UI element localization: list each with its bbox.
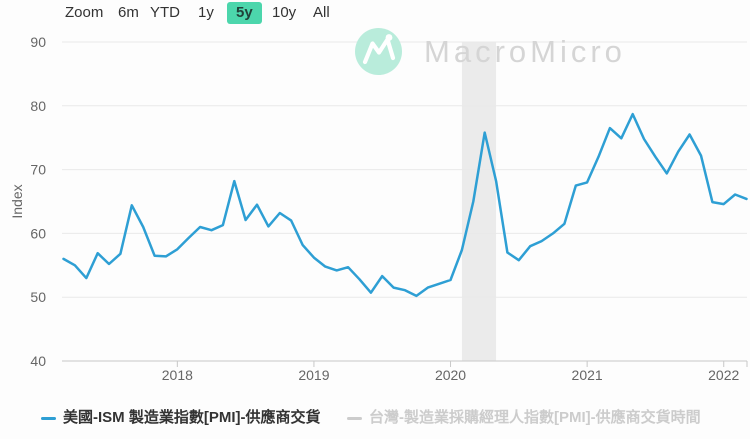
range-button-all[interactable]: All xyxy=(313,4,330,21)
legend-marker-icon xyxy=(41,416,56,420)
recession-band xyxy=(461,42,497,361)
legend-label: 台灣-製造業採購經理人指數[PMI]-供應商交貨時間 xyxy=(369,409,701,426)
x-axis-label: 2020 xyxy=(435,367,466,383)
legend-item-taiwan-pmi[interactable]: 台灣-製造業採購經理人指數[PMI]-供應商交貨時間 xyxy=(347,407,701,429)
y-axis-label: 60 xyxy=(30,225,46,241)
line-chart[interactable]: 90 80 70 60 50 40 2018 2019 2020 2021 2022 Index xyxy=(0,0,750,400)
range-selector-toolbar: Zoom 6m YTD 1y 5y 10y All xyxy=(0,0,750,28)
x-axis-label: 2019 xyxy=(298,367,329,383)
range-button-1y[interactable]: 1y xyxy=(198,4,214,21)
chart-legend: 美國-ISM 製造業指數[PMI]-供應商交貨 台灣-製造業採購經理人指數[PMI… xyxy=(0,407,750,433)
zoom-label: Zoom xyxy=(65,4,104,21)
y-axis-label: 50 xyxy=(30,289,46,305)
range-button-ytd[interactable]: YTD xyxy=(150,4,180,21)
legend-item-us-ism-pmi[interactable]: 美國-ISM 製造業指數[PMI]-供應商交貨 xyxy=(41,407,320,429)
range-button-6m[interactable]: 6m xyxy=(118,4,139,21)
legend-marker-icon xyxy=(347,416,362,420)
y-axis-label: 70 xyxy=(30,162,46,178)
x-axis-label: 2021 xyxy=(572,367,603,383)
range-button-10y[interactable]: 10y xyxy=(272,4,297,21)
x-axis-label: 2022 xyxy=(708,367,739,383)
y-axis-title: Index xyxy=(9,184,25,218)
x-axis-label: 2018 xyxy=(162,367,193,383)
range-button-5y[interactable]: 5y xyxy=(227,2,262,24)
y-axis-label: 40 xyxy=(30,353,46,369)
legend-label: 美國-ISM 製造業指數[PMI]-供應商交貨 xyxy=(63,409,321,426)
us-pmi-series-line[interactable] xyxy=(62,112,748,298)
y-axis-label: 90 xyxy=(30,34,46,50)
y-axis-label: 80 xyxy=(30,98,46,114)
